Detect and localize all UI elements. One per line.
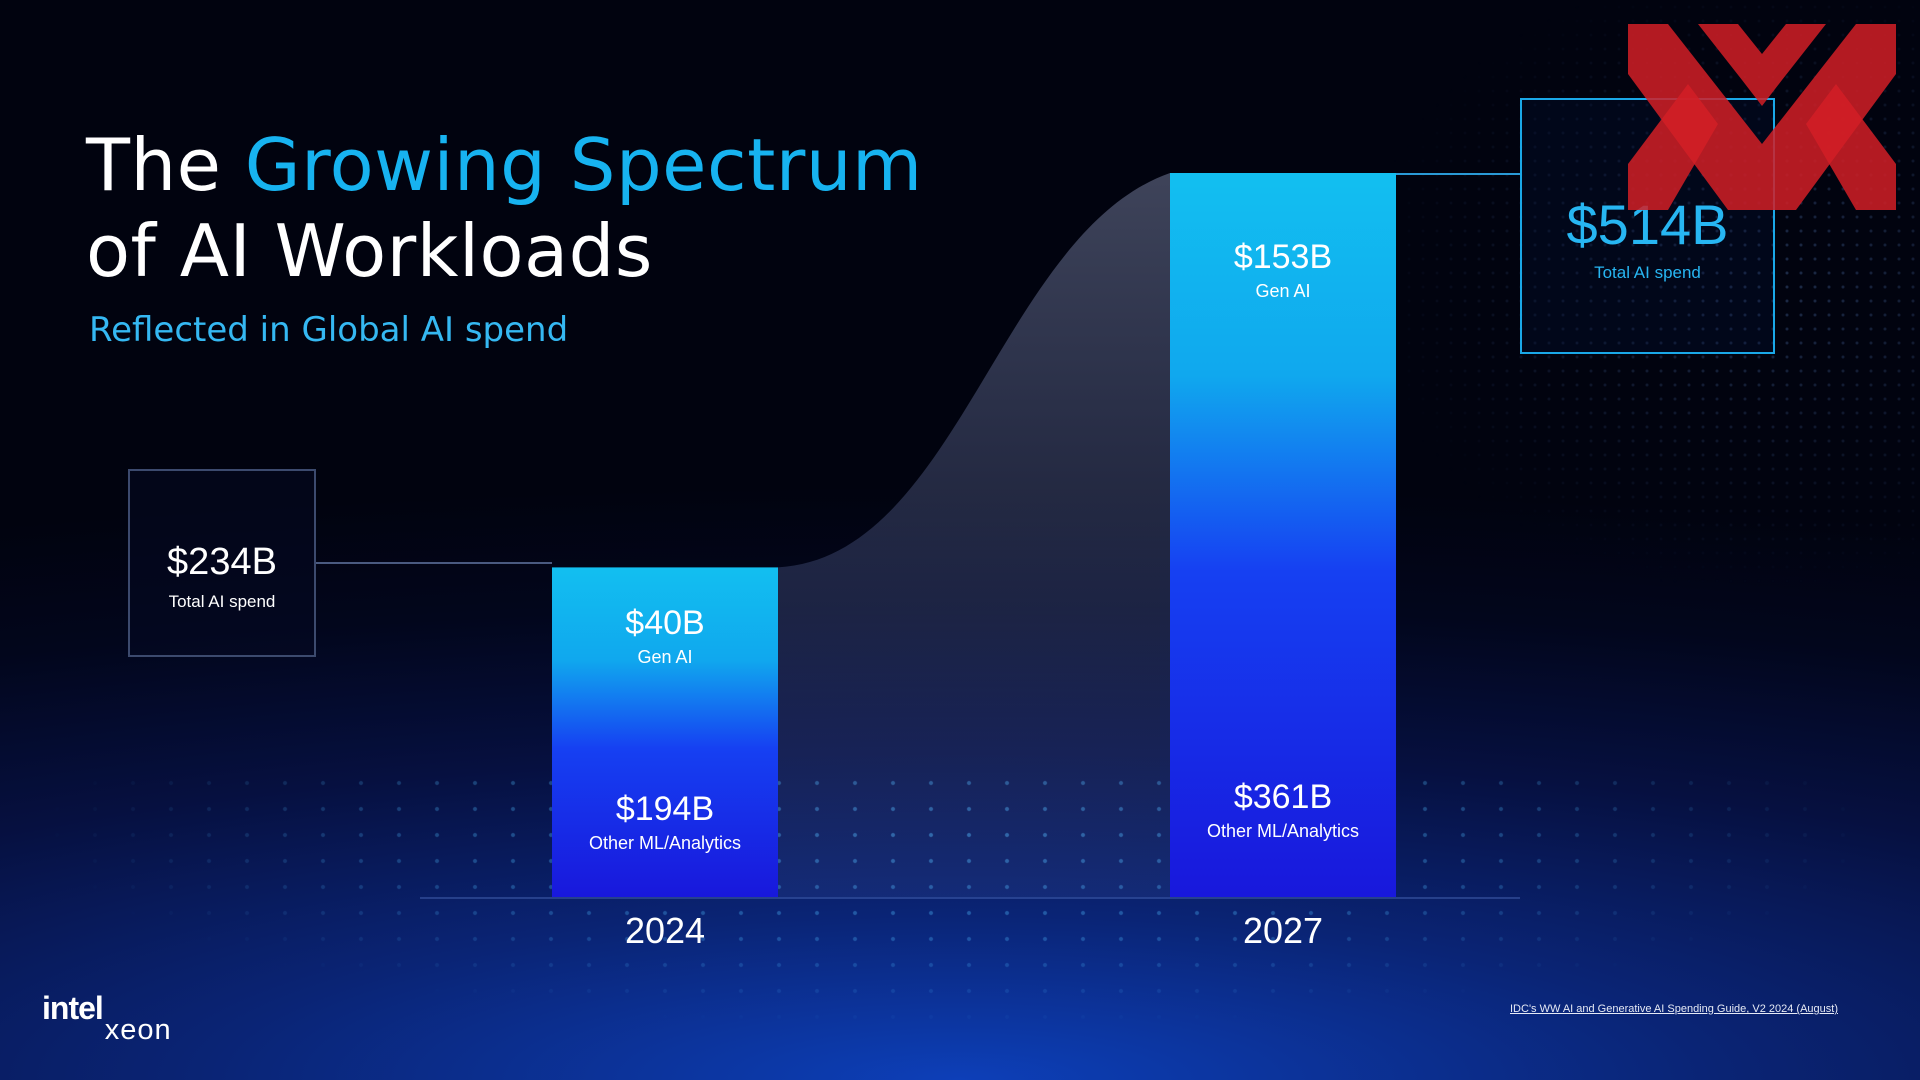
genai-value-2027: $153B — [1233, 238, 1333, 276]
other-caption-2027: Other ML/Analytics — [1206, 821, 1360, 841]
genai-label-2027: $153B Gen AI — [1170, 238, 1396, 302]
total-value-2024: $234B — [167, 541, 277, 583]
connector-2024 — [316, 562, 552, 564]
page-title: The Growing Spectrum of AI Workloads — [86, 122, 923, 294]
intel-xeon-logo: intelxeon — [42, 990, 172, 1046]
title-line2: of AI Workloads — [86, 209, 653, 293]
title-plain: The — [86, 123, 245, 207]
total-ai-spend-2024-box: $234B Total AI spend — [128, 469, 316, 657]
genai-caption-2027: Gen AI — [1255, 281, 1311, 301]
x-tick-2027: 2027 — [1242, 910, 1324, 951]
bar-total-2024 — [552, 567, 778, 897]
genai-caption-2024: Gen AI — [637, 647, 693, 667]
total-caption-2027: Total AI spend — [1594, 263, 1701, 282]
total-caption-2024: Total AI spend — [168, 592, 276, 611]
page-subtitle: Reflected in Global AI spend — [89, 310, 569, 350]
connector-2027 — [1396, 173, 1520, 175]
logo-product: xeon — [104, 1014, 172, 1046]
other-label-2027: $361B Other ML/Analytics — [1170, 778, 1396, 842]
other-caption-2024: Other ML/Analytics — [588, 833, 742, 853]
growth-curve-area — [778, 173, 1170, 897]
x-tick-2024: 2024 — [624, 910, 706, 951]
logo-brand: intel — [42, 990, 104, 1026]
genai-value-2024: $40B — [625, 604, 705, 642]
watermark-x-icon — [1628, 24, 1896, 210]
title-accent: Growing Spectrum — [244, 123, 923, 207]
genai-label-2024: $40B Gen AI — [552, 604, 778, 668]
other-value-2027: $361B — [1233, 778, 1333, 816]
source-citation: IDC's WW AI and Generative AI Spending G… — [1510, 1003, 1838, 1015]
other-label-2024: $194B Other ML/Analytics — [552, 790, 778, 854]
other-value-2024: $194B — [615, 790, 715, 828]
bar-total-2027 — [1170, 173, 1396, 897]
